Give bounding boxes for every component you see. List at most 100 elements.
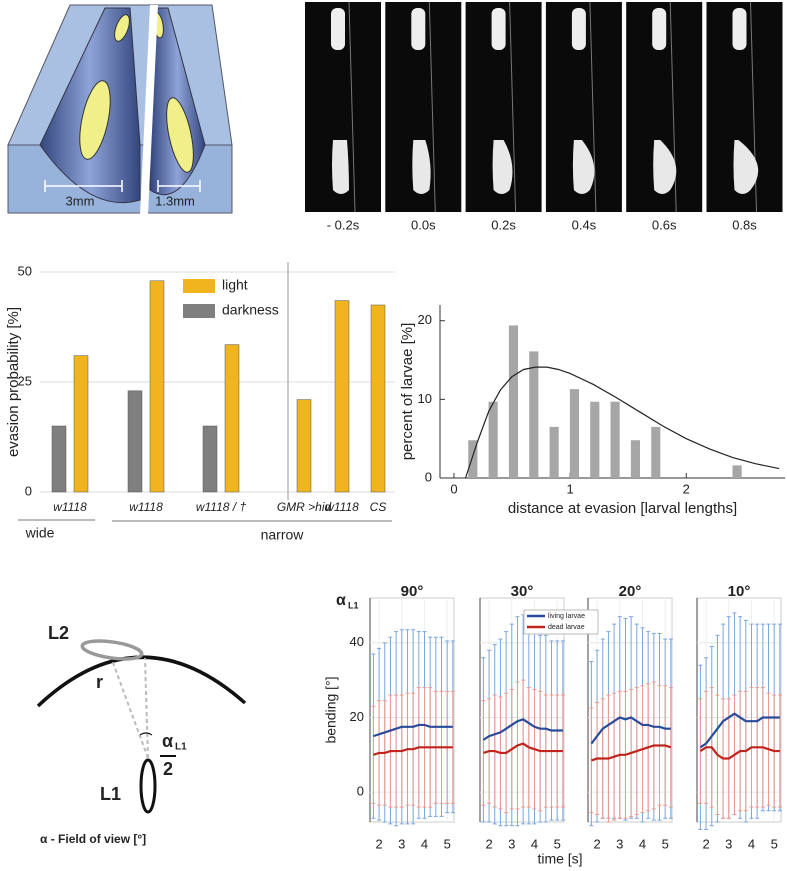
larva xyxy=(331,8,345,50)
geometry-diagram: L2 r L1 α L1 2 α - Field of view [°] xyxy=(36,623,247,846)
thread xyxy=(589,1,597,213)
x-tick-label: 5 xyxy=(662,836,669,851)
legend-label: living larvae xyxy=(548,613,585,620)
mean-line xyxy=(699,746,780,760)
legend-swatch xyxy=(183,279,215,293)
panel-title: 10° xyxy=(728,583,751,600)
label-alpha: α xyxy=(162,731,173,751)
mean-line xyxy=(699,712,780,749)
bar xyxy=(370,304,386,493)
histogram-bar xyxy=(590,401,600,478)
mean-line xyxy=(482,718,563,741)
y-tick-label: 40 xyxy=(350,634,364,649)
x-tick-label: w1118 xyxy=(53,500,87,514)
larva xyxy=(571,8,586,50)
x-tick-label: 3 xyxy=(508,836,515,851)
label-r: r xyxy=(96,672,103,692)
frame-time: 0.8s xyxy=(732,217,757,232)
histogram-bar xyxy=(732,465,742,478)
larva xyxy=(412,140,431,194)
label-l2: L2 xyxy=(48,623,69,643)
y-tick-label: 10 xyxy=(418,391,432,406)
thread xyxy=(428,1,436,213)
label-alpha-sub: L1 xyxy=(175,742,187,753)
frame-strip: - 0.2s 0.0s 0.2s 0.4s 0.6s 0.8s xyxy=(305,1,783,232)
caption: α - Field of view [°] xyxy=(40,832,146,846)
x-tick-label: 3 xyxy=(398,836,405,851)
histogram-bar xyxy=(549,426,559,478)
panel-title: 30° xyxy=(511,583,534,600)
x-tick-label: 2 xyxy=(375,836,382,851)
histogram-bar xyxy=(508,325,519,478)
mean-line xyxy=(483,742,563,755)
bar xyxy=(224,344,240,493)
histogram-bar xyxy=(630,440,641,478)
larva xyxy=(652,8,667,50)
y-tick-label: 0 xyxy=(425,469,432,484)
frame-time: 0.0s xyxy=(411,217,436,232)
larva xyxy=(653,140,677,194)
x-tick-label: 4 xyxy=(748,836,755,851)
x-tick-label: 4 xyxy=(639,836,646,851)
histogram-bar xyxy=(569,389,580,478)
y-tick-label: 20 xyxy=(350,709,364,724)
y-tick-label: 50 xyxy=(18,263,32,278)
y-tick-label: 20 xyxy=(418,312,432,327)
x-tick-label: GMR >hid xyxy=(277,500,332,514)
group-label: narrow xyxy=(261,527,305,543)
histogram-bar xyxy=(468,440,478,478)
y-axis-title: evasion probability [%] xyxy=(5,307,22,457)
histogram-bar xyxy=(651,426,661,478)
larva xyxy=(572,140,595,194)
bar xyxy=(149,280,165,493)
x-axis-title: time [s] xyxy=(537,851,582,867)
legend-label: darkness xyxy=(222,302,279,318)
mean-line xyxy=(373,723,453,738)
y-tick-label: 0 xyxy=(357,784,364,799)
legend-box xyxy=(523,609,599,635)
group-label: wide xyxy=(25,525,55,541)
dimension-label: 3mm xyxy=(66,193,95,208)
frame-time: 0.2s xyxy=(491,217,516,232)
x-tick-label: w1118 xyxy=(129,500,163,514)
histogram-bar xyxy=(529,351,539,478)
y-axis-title: bending [°] xyxy=(323,676,339,743)
legend-label: light xyxy=(222,277,248,293)
bar xyxy=(127,390,143,493)
x-tick-label: 5 xyxy=(771,836,778,851)
bar xyxy=(296,399,312,493)
x-axis-title: distance at evasion [larval lengths] xyxy=(508,500,737,517)
label-half: 2 xyxy=(163,759,173,779)
dimension-label: 1.3mm xyxy=(155,193,195,208)
thread xyxy=(509,1,517,213)
frame-time: - 0.2s xyxy=(327,217,360,232)
histogram-bar xyxy=(488,401,498,478)
x-tick-label: 5 xyxy=(554,836,561,851)
x-tick-label: 4 xyxy=(531,836,538,851)
larva xyxy=(733,140,759,194)
x-tick-label: w1118 / † xyxy=(196,500,247,514)
mean-line xyxy=(590,716,671,745)
panel-label-sub: L1 xyxy=(348,600,359,610)
x-tick-label: CS xyxy=(370,500,387,514)
x-tick-label: 2 xyxy=(593,836,600,851)
bar xyxy=(202,425,218,493)
legend-label: dead larvae xyxy=(548,624,585,631)
x-tick-label: 3 xyxy=(616,836,623,851)
x-tick-label: 1 xyxy=(566,481,573,496)
larva xyxy=(732,8,747,50)
histogram-bar xyxy=(610,401,620,478)
x-tick-label: 2 xyxy=(485,836,492,851)
bar xyxy=(334,300,350,493)
legend-swatch xyxy=(183,304,215,318)
fit-curve xyxy=(464,366,780,479)
y-tick-label: 0 xyxy=(25,483,32,498)
panel-title: 90° xyxy=(401,583,424,600)
y-axis-title: percent of larvae [%] xyxy=(399,323,416,461)
larva xyxy=(411,8,426,50)
bar xyxy=(73,355,89,493)
larva xyxy=(332,140,349,194)
frame-time: 0.4s xyxy=(572,217,597,232)
x-tick-label: 0 xyxy=(450,481,457,496)
